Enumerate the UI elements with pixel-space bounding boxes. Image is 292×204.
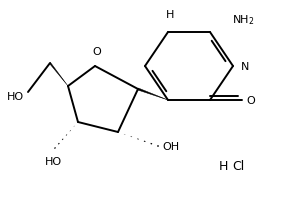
Text: NH$_2$: NH$_2$ <box>232 13 255 27</box>
Text: O: O <box>246 95 255 105</box>
Text: OH: OH <box>162 141 179 151</box>
Text: HO: HO <box>44 156 62 166</box>
Polygon shape <box>138 89 168 101</box>
Text: HO: HO <box>7 92 24 102</box>
Text: H: H <box>166 10 174 20</box>
Polygon shape <box>49 63 68 86</box>
Text: N: N <box>241 62 249 72</box>
Text: O: O <box>93 47 101 57</box>
Text: H: H <box>219 160 228 173</box>
Text: Cl: Cl <box>232 160 244 173</box>
